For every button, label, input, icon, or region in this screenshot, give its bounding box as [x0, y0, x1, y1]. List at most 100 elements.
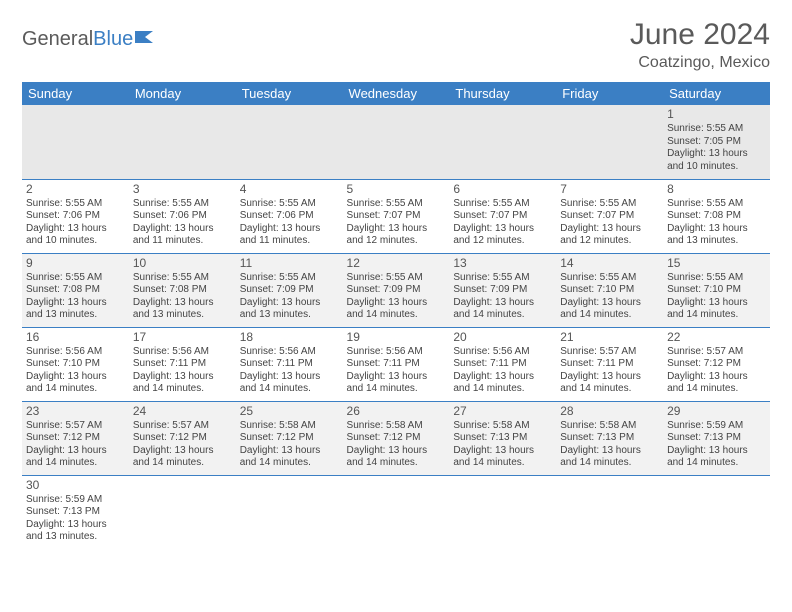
daylight-line-1: Daylight: 13 hours	[133, 371, 232, 384]
daylight-line-2: and 14 minutes.	[26, 383, 125, 396]
day-number: 3	[133, 182, 232, 197]
daylight-line-1: Daylight: 13 hours	[26, 445, 125, 458]
sunset-line: Sunset: 7:13 PM	[560, 432, 659, 445]
daylight-line-2: and 14 minutes.	[667, 309, 766, 322]
calendar-cell	[22, 105, 129, 179]
month-title: June 2024	[630, 18, 770, 52]
calendar-week-row: 16Sunrise: 5:56 AMSunset: 7:10 PMDayligh…	[22, 327, 770, 401]
daylight-line-1: Daylight: 13 hours	[240, 297, 339, 310]
daylight-line-2: and 11 minutes.	[240, 235, 339, 248]
calendar-cell: 23Sunrise: 5:57 AMSunset: 7:12 PMDayligh…	[22, 401, 129, 475]
calendar-cell	[236, 105, 343, 179]
calendar-cell: 3Sunrise: 5:55 AMSunset: 7:06 PMDaylight…	[129, 179, 236, 253]
calendar-cell: 29Sunrise: 5:59 AMSunset: 7:13 PMDayligh…	[663, 401, 770, 475]
daylight-line-1: Daylight: 13 hours	[667, 371, 766, 384]
sunrise-line: Sunrise: 5:57 AM	[133, 420, 232, 433]
daylight-line-2: and 11 minutes.	[133, 235, 232, 248]
calendar-page: GeneralBlue June 2024 Coatzingo, Mexico …	[0, 0, 792, 567]
calendar-table: Sunday Monday Tuesday Wednesday Thursday…	[22, 82, 770, 549]
calendar-cell: 28Sunrise: 5:58 AMSunset: 7:13 PMDayligh…	[556, 401, 663, 475]
calendar-cell: 11Sunrise: 5:55 AMSunset: 7:09 PMDayligh…	[236, 253, 343, 327]
sunrise-line: Sunrise: 5:58 AM	[453, 420, 552, 433]
day-number: 29	[667, 404, 766, 419]
day-number: 4	[240, 182, 339, 197]
sunrise-line: Sunrise: 5:58 AM	[560, 420, 659, 433]
sunrise-line: Sunrise: 5:56 AM	[133, 346, 232, 359]
daylight-line-2: and 14 minutes.	[560, 309, 659, 322]
sunset-line: Sunset: 7:07 PM	[453, 210, 552, 223]
daylight-line-2: and 14 minutes.	[133, 383, 232, 396]
sunset-line: Sunset: 7:12 PM	[26, 432, 125, 445]
day-number: 18	[240, 330, 339, 345]
daylight-line-1: Daylight: 13 hours	[667, 445, 766, 458]
sunrise-line: Sunrise: 5:57 AM	[667, 346, 766, 359]
sunset-line: Sunset: 7:06 PM	[240, 210, 339, 223]
sunrise-line: Sunrise: 5:55 AM	[133, 198, 232, 211]
calendar-cell: 21Sunrise: 5:57 AMSunset: 7:11 PMDayligh…	[556, 327, 663, 401]
daylight-line-2: and 14 minutes.	[26, 457, 125, 470]
day-number: 5	[347, 182, 446, 197]
sunrise-line: Sunrise: 5:55 AM	[26, 198, 125, 211]
calendar-cell: 12Sunrise: 5:55 AMSunset: 7:09 PMDayligh…	[343, 253, 450, 327]
daylight-line-1: Daylight: 13 hours	[347, 297, 446, 310]
page-header: GeneralBlue June 2024 Coatzingo, Mexico	[22, 18, 770, 72]
day-header-row: Sunday Monday Tuesday Wednesday Thursday…	[22, 82, 770, 105]
sunrise-line: Sunrise: 5:57 AM	[560, 346, 659, 359]
day-number: 2	[26, 182, 125, 197]
daylight-line-2: and 13 minutes.	[26, 309, 125, 322]
daylight-line-1: Daylight: 13 hours	[560, 223, 659, 236]
daylight-line-2: and 14 minutes.	[560, 457, 659, 470]
calendar-cell: 10Sunrise: 5:55 AMSunset: 7:08 PMDayligh…	[129, 253, 236, 327]
brand-logo: GeneralBlue	[22, 18, 157, 51]
day-number: 23	[26, 404, 125, 419]
calendar-cell: 25Sunrise: 5:58 AMSunset: 7:12 PMDayligh…	[236, 401, 343, 475]
calendar-cell	[449, 475, 556, 549]
daylight-line-1: Daylight: 13 hours	[453, 371, 552, 384]
calendar-cell: 9Sunrise: 5:55 AMSunset: 7:08 PMDaylight…	[22, 253, 129, 327]
daylight-line-1: Daylight: 13 hours	[347, 223, 446, 236]
daylight-line-1: Daylight: 13 hours	[667, 297, 766, 310]
calendar-cell: 14Sunrise: 5:55 AMSunset: 7:10 PMDayligh…	[556, 253, 663, 327]
daylight-line-1: Daylight: 13 hours	[240, 371, 339, 384]
daylight-line-2: and 14 minutes.	[667, 457, 766, 470]
calendar-cell: 19Sunrise: 5:56 AMSunset: 7:11 PMDayligh…	[343, 327, 450, 401]
sunrise-line: Sunrise: 5:56 AM	[26, 346, 125, 359]
calendar-cell: 30Sunrise: 5:59 AMSunset: 7:13 PMDayligh…	[22, 475, 129, 549]
calendar-cell: 20Sunrise: 5:56 AMSunset: 7:11 PMDayligh…	[449, 327, 556, 401]
sunset-line: Sunset: 7:08 PM	[26, 284, 125, 297]
daylight-line-1: Daylight: 13 hours	[453, 223, 552, 236]
sunset-line: Sunset: 7:09 PM	[453, 284, 552, 297]
daylight-line-2: and 13 minutes.	[240, 309, 339, 322]
day-number: 17	[133, 330, 232, 345]
sunset-line: Sunset: 7:08 PM	[667, 210, 766, 223]
sunrise-line: Sunrise: 5:55 AM	[347, 198, 446, 211]
sunrise-line: Sunrise: 5:55 AM	[667, 198, 766, 211]
calendar-cell	[129, 475, 236, 549]
sunset-line: Sunset: 7:06 PM	[26, 210, 125, 223]
calendar-cell: 15Sunrise: 5:55 AMSunset: 7:10 PMDayligh…	[663, 253, 770, 327]
day-number: 11	[240, 256, 339, 271]
sunset-line: Sunset: 7:11 PM	[347, 358, 446, 371]
daylight-line-2: and 10 minutes.	[26, 235, 125, 248]
sunrise-line: Sunrise: 5:59 AM	[667, 420, 766, 433]
sunset-line: Sunset: 7:13 PM	[453, 432, 552, 445]
daylight-line-1: Daylight: 13 hours	[133, 445, 232, 458]
calendar-cell: 27Sunrise: 5:58 AMSunset: 7:13 PMDayligh…	[449, 401, 556, 475]
sunset-line: Sunset: 7:07 PM	[347, 210, 446, 223]
calendar-cell: 26Sunrise: 5:58 AMSunset: 7:12 PMDayligh…	[343, 401, 450, 475]
calendar-cell	[663, 475, 770, 549]
day-number: 15	[667, 256, 766, 271]
day-number: 9	[26, 256, 125, 271]
daylight-line-2: and 14 minutes.	[347, 457, 446, 470]
sunset-line: Sunset: 7:12 PM	[133, 432, 232, 445]
sunrise-line: Sunrise: 5:55 AM	[667, 272, 766, 285]
daylight-line-1: Daylight: 13 hours	[453, 297, 552, 310]
calendar-cell: 4Sunrise: 5:55 AMSunset: 7:06 PMDaylight…	[236, 179, 343, 253]
sunrise-line: Sunrise: 5:56 AM	[347, 346, 446, 359]
daylight-line-2: and 14 minutes.	[667, 383, 766, 396]
daylight-line-2: and 14 minutes.	[240, 457, 339, 470]
daylight-line-2: and 14 minutes.	[453, 309, 552, 322]
daylight-line-2: and 12 minutes.	[560, 235, 659, 248]
day-number: 12	[347, 256, 446, 271]
calendar-cell: 22Sunrise: 5:57 AMSunset: 7:12 PMDayligh…	[663, 327, 770, 401]
